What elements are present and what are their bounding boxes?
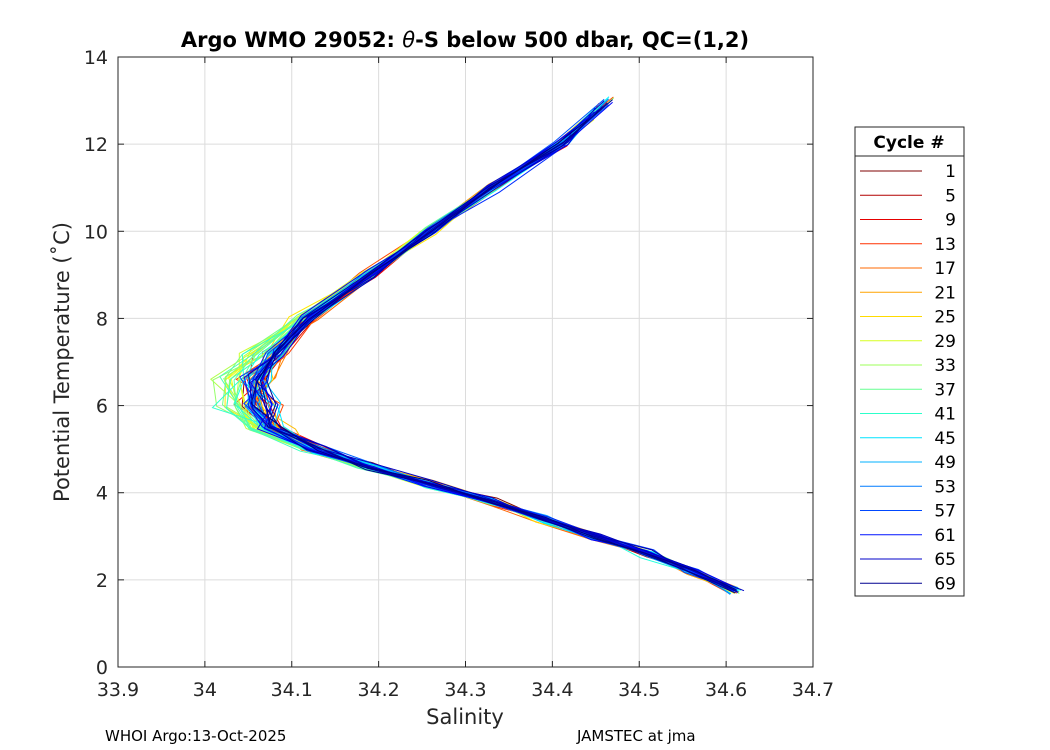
footer-right: JAMSTEC at jma — [576, 727, 696, 745]
profile-line — [250, 119, 737, 591]
legend-label: 57 — [934, 502, 956, 522]
x-tick-label: 34 — [193, 679, 217, 701]
y-tick-label: 12 — [84, 134, 108, 156]
x-tick-label: 34.6 — [705, 679, 747, 701]
x-tick-label: 33.9 — [97, 679, 139, 701]
legend-title: Cycle # — [873, 133, 944, 153]
y-tick-label: 4 — [96, 483, 108, 505]
legend-label: 17 — [934, 259, 956, 279]
profile-line — [256, 102, 732, 589]
legend-label: 53 — [934, 477, 956, 497]
legend-label: 25 — [934, 308, 956, 328]
legend-label: 29 — [934, 332, 956, 352]
x-ticks: 33.9 34 34.1 34.2 34.3 34.4 34.5 34.6 34.7 — [97, 57, 834, 701]
x-tick-label: 34.3 — [444, 679, 486, 701]
legend-label: 9 — [945, 211, 956, 231]
chart-title: Argo WMO 29052: θ-S below 500 dbar, QC=(… — [181, 28, 749, 52]
x-tick-label: 34.5 — [618, 679, 660, 701]
y-tick-label: 10 — [84, 221, 108, 243]
y-ticks: 0 2 4 6 8 10 12 14 — [84, 47, 813, 679]
legend-label: 41 — [934, 405, 956, 425]
legend-label: 5 — [945, 186, 956, 206]
legend-label: 1 — [945, 162, 956, 182]
legend-label: 13 — [934, 235, 956, 255]
legend: Cycle # 1 5 9 13 17 21 25 29 33 37 41 45 49 53 57 61 65 6… — [854, 126, 965, 597]
legend-items: 1 5 9 13 17 21 25 29 33 37 41 45 49 53 57 61 65 69 — [860, 162, 956, 594]
y-tick-label: 14 — [84, 47, 108, 69]
y-tick-label: 0 — [96, 657, 108, 679]
profiles — [209, 96, 745, 595]
legend-label: 45 — [934, 429, 956, 449]
x-tick-label: 34.4 — [531, 679, 573, 701]
x-axis-label: Salinity — [426, 705, 504, 729]
y-tick-label: 8 — [96, 308, 108, 330]
y-axis-label: Potential Temperature (˚C) — [50, 222, 74, 502]
profile-line — [265, 99, 736, 594]
legend-label: 37 — [934, 380, 956, 400]
x-tick-label: 34.1 — [271, 679, 313, 701]
footer-left: WHOI Argo:13-Oct-2025 — [105, 727, 286, 745]
legend-label: 61 — [934, 526, 956, 546]
legend-box — [854, 126, 965, 597]
x-tick-label: 34.2 — [357, 679, 399, 701]
y-tick-label: 2 — [96, 570, 108, 592]
legend-label: 49 — [934, 453, 956, 473]
legend-label: 65 — [934, 550, 956, 570]
legend-label: 69 — [934, 574, 956, 594]
legend-label: 33 — [934, 356, 956, 376]
profile-line — [259, 106, 738, 592]
legend-label: 21 — [934, 283, 956, 303]
y-tick-label: 6 — [96, 396, 108, 418]
x-tick-label: 34.7 — [792, 679, 834, 701]
